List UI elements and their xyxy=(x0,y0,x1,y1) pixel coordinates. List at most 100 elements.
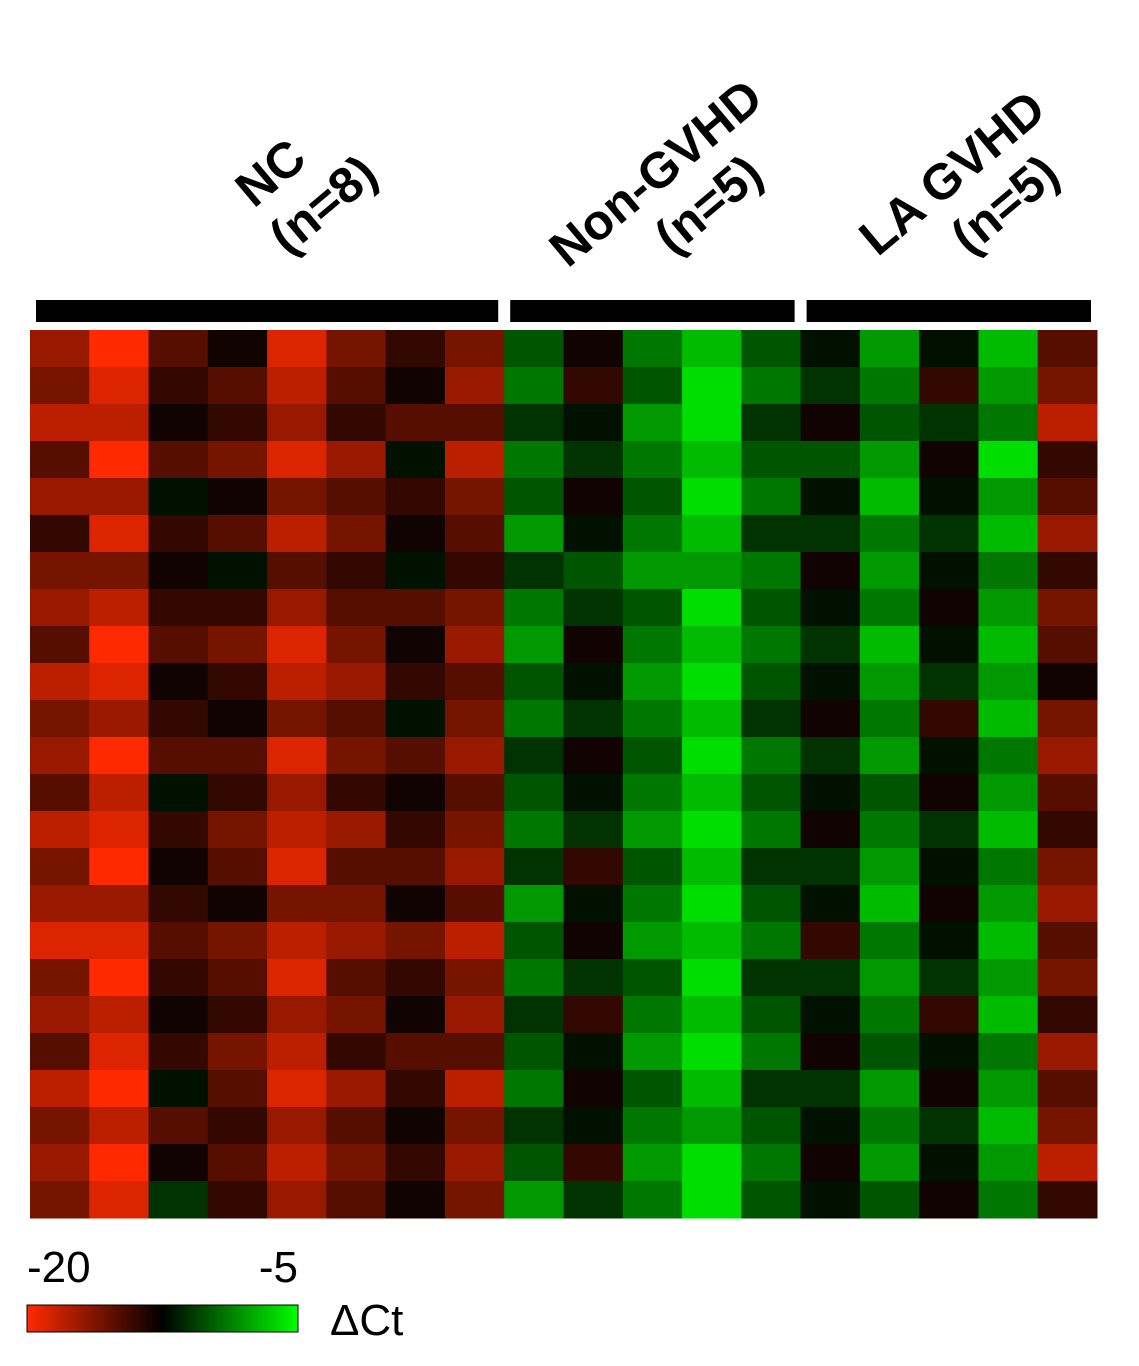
heatmap-cell xyxy=(859,959,920,997)
heatmap-cell xyxy=(148,922,209,960)
heatmap-cell xyxy=(859,1181,920,1219)
heatmap-cell xyxy=(267,700,327,738)
heatmap-cell xyxy=(682,922,742,960)
heatmap-cell xyxy=(800,441,861,479)
heatmap-cell xyxy=(89,774,150,812)
heatmap-cell xyxy=(504,774,564,812)
heatmap-cell xyxy=(385,589,446,627)
heatmap-cell xyxy=(919,996,979,1034)
heatmap-cell xyxy=(444,1033,505,1071)
heatmap-cell xyxy=(207,737,268,775)
heatmap-cell xyxy=(504,737,564,775)
heatmap-cell xyxy=(622,663,683,701)
heatmap-cell xyxy=(682,700,742,738)
heatmap-cell xyxy=(741,922,802,960)
heatmap-cell xyxy=(1037,737,1098,775)
heatmap-cell xyxy=(682,589,742,627)
heatmap-cell xyxy=(326,774,387,812)
heatmap-cell xyxy=(741,589,802,627)
group-label: NC(n=8) xyxy=(225,128,388,265)
heatmap-cell xyxy=(919,959,979,997)
heatmap-cell xyxy=(563,811,624,849)
heatmap-cell xyxy=(682,367,742,405)
heatmap-cell xyxy=(148,811,209,849)
heatmap-cell xyxy=(207,848,268,886)
heatmap-cell xyxy=(148,552,209,590)
heatmap-cell xyxy=(326,626,387,664)
heatmap-cell xyxy=(30,922,90,960)
heatmap-cell xyxy=(978,1107,1039,1145)
heatmap-cell xyxy=(148,1144,209,1182)
heatmap-cell xyxy=(800,626,861,664)
heatmap-cell xyxy=(504,959,564,997)
heatmap-cell xyxy=(267,1107,327,1145)
heatmap-cell xyxy=(207,700,268,738)
heatmap-cell xyxy=(267,330,327,368)
heatmap-cell xyxy=(444,589,505,627)
heatmap-cell xyxy=(622,515,683,553)
heatmap-cell xyxy=(682,1033,742,1071)
group-bar xyxy=(510,300,795,322)
heatmap-cell xyxy=(444,885,505,923)
heatmap-cell xyxy=(563,1070,624,1108)
heatmap-cell xyxy=(563,515,624,553)
heatmap-cell xyxy=(978,404,1039,442)
heatmap-cell xyxy=(267,774,327,812)
heatmap-cell xyxy=(207,922,268,960)
heatmap-cell xyxy=(859,737,920,775)
heatmap-cell xyxy=(978,663,1039,701)
heatmap-cell xyxy=(622,1033,683,1071)
heatmap-cell xyxy=(682,959,742,997)
heatmap-cell xyxy=(504,367,564,405)
heatmap-cell xyxy=(1037,1181,1098,1219)
heatmap-cell xyxy=(207,626,268,664)
heatmap-cell xyxy=(444,922,505,960)
heatmap-cell xyxy=(859,774,920,812)
heatmap-cell xyxy=(978,441,1039,479)
heatmap-cell xyxy=(267,626,327,664)
heatmap-cell xyxy=(444,1107,505,1145)
heatmap-cell xyxy=(89,1107,150,1145)
heatmap-cell xyxy=(444,441,505,479)
heatmap-cell xyxy=(859,441,920,479)
heatmap-cell xyxy=(919,848,979,886)
heatmap-cell xyxy=(859,996,920,1034)
heatmap-cell xyxy=(859,1144,920,1182)
heatmap-cell xyxy=(267,515,327,553)
heatmap-cell xyxy=(1037,478,1098,516)
heatmap-cell xyxy=(504,811,564,849)
heatmap-cell xyxy=(622,737,683,775)
heatmap-cell xyxy=(444,737,505,775)
heatmap-cell xyxy=(978,996,1039,1034)
heatmap-cell xyxy=(741,811,802,849)
heatmap-cell xyxy=(859,1033,920,1071)
heatmap-cell xyxy=(1037,404,1098,442)
heatmap-cell xyxy=(504,589,564,627)
heatmap-cell xyxy=(267,441,327,479)
heatmap-cell xyxy=(800,737,861,775)
heatmap-cell xyxy=(326,700,387,738)
heatmap-cell xyxy=(622,700,683,738)
heatmap-cell xyxy=(1037,959,1098,997)
heatmap-cell xyxy=(207,552,268,590)
heatmap-cell xyxy=(563,959,624,997)
heatmap-cell xyxy=(741,700,802,738)
heatmap-cell xyxy=(89,922,150,960)
heatmap-cell xyxy=(859,330,920,368)
heatmap-cell xyxy=(682,404,742,442)
heatmap-cell xyxy=(741,1033,802,1071)
heatmap-cell xyxy=(622,996,683,1034)
heatmap-cell xyxy=(741,367,802,405)
colorbar xyxy=(26,1304,299,1333)
heatmap-cell xyxy=(207,1144,268,1182)
heatmap-cell xyxy=(1037,552,1098,590)
heatmap-cell xyxy=(859,515,920,553)
colorbar-tick-label: -5 xyxy=(259,1243,298,1292)
heatmap-cell xyxy=(563,552,624,590)
heatmap-cell xyxy=(326,959,387,997)
group-label: LA GVHD(n=5) xyxy=(849,80,1069,266)
heatmap-cell xyxy=(622,552,683,590)
heatmap-cell xyxy=(30,1181,90,1219)
heatmap-cell xyxy=(207,663,268,701)
